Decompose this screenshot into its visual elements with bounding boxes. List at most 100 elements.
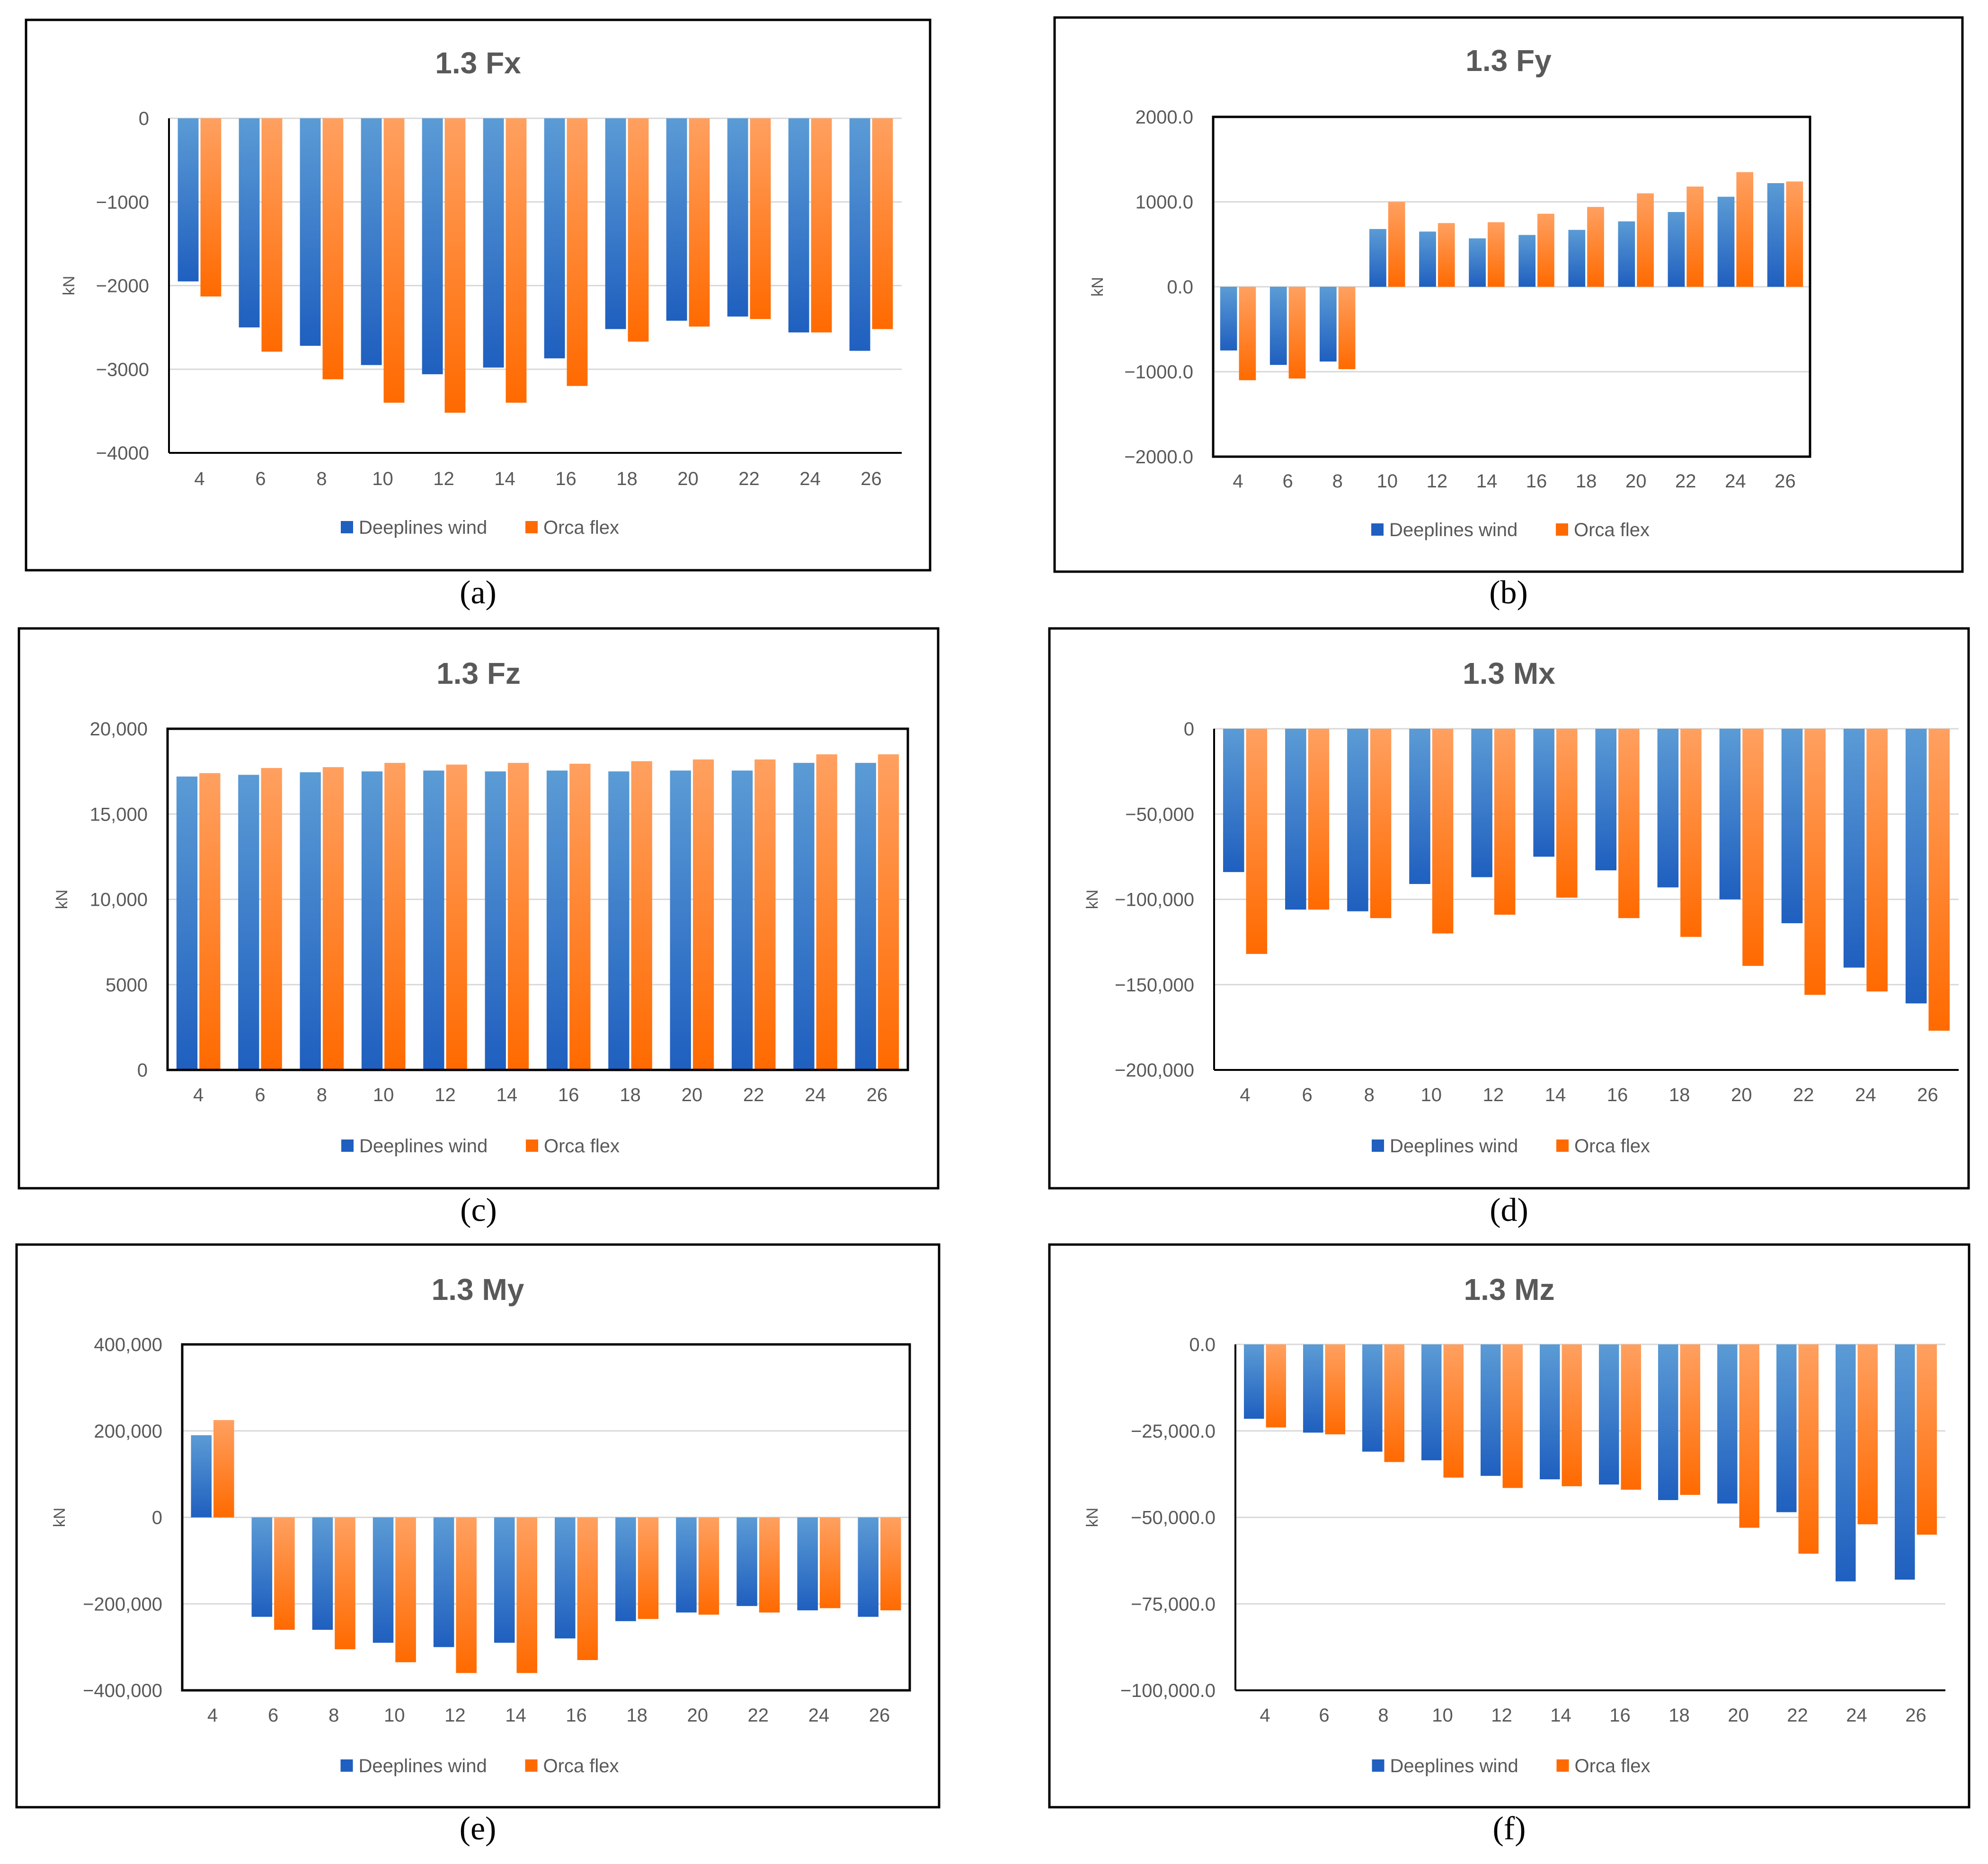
bar-deeplines-wind xyxy=(1220,287,1237,351)
bar-deeplines-wind xyxy=(1719,729,1741,900)
bar-orca-flex xyxy=(1866,729,1888,992)
bar-orca-flex xyxy=(872,118,893,329)
x-tick-label: 4 xyxy=(1260,1705,1270,1726)
legend-label-orca-flex: Orca flex xyxy=(544,1136,620,1157)
bar-deeplines-wind xyxy=(858,1517,879,1617)
bar-orca-flex xyxy=(628,118,649,342)
bar-orca-flex xyxy=(1384,1344,1404,1462)
legend-label-deeplines-wind: Deeplines wind xyxy=(359,517,487,538)
x-tick-label: 12 xyxy=(435,1085,456,1105)
panel-caption: (a) xyxy=(460,574,497,611)
y-tick-label: 10,000 xyxy=(90,890,148,910)
bar-deeplines-wind xyxy=(554,1517,576,1639)
y-tick-label: 0 xyxy=(152,1508,162,1528)
bar-orca-flex xyxy=(213,1420,234,1518)
bar-deeplines-wind xyxy=(1618,221,1635,287)
bar-orca-flex xyxy=(811,118,832,333)
panel-caption: (c) xyxy=(460,1192,497,1228)
bar-orca-flex xyxy=(1537,213,1554,287)
legend-label-deeplines-wind: Deeplines wind xyxy=(1389,520,1518,540)
x-tick-label: 26 xyxy=(867,1085,888,1105)
bar-deeplines-wind xyxy=(239,118,260,327)
chart-panel: 0 −1000 −2000 −3000 −4000 4 6 8 10 12 14 16 18 20 22 24… xyxy=(25,18,932,611)
bar-orca-flex xyxy=(1556,729,1578,898)
bar-orca-flex xyxy=(507,763,529,1070)
bar-orca-flex xyxy=(1246,729,1268,954)
panel-caption: (d) xyxy=(1490,1192,1528,1228)
chart-panel: 2000.0 1000.0 0.0 −1000.0 −2000.0 4 6 8 10 12 14 16… xyxy=(1053,16,1964,611)
plot-frame xyxy=(181,1343,911,1692)
y-tick-label: 200,000 xyxy=(94,1421,162,1442)
bar-deeplines-wind xyxy=(608,771,630,1070)
legend-swatch-orca-flex xyxy=(526,1140,538,1152)
y-tick-label: −50,000.0 xyxy=(1131,1508,1216,1528)
bar-orca-flex xyxy=(1637,193,1654,287)
legend: Deeplines wind Orca flex xyxy=(341,1136,620,1157)
bar-deeplines-wind xyxy=(1836,1344,1856,1581)
bar-deeplines-wind xyxy=(544,118,565,359)
y-tick-label: 0 xyxy=(1184,719,1194,740)
legend-swatch-deeplines-wind xyxy=(341,521,353,533)
legend-label-orca-flex: Orca flex xyxy=(1574,520,1650,540)
x-tick-label: 20 xyxy=(1728,1705,1749,1726)
bar-orca-flex xyxy=(1288,287,1306,379)
bar-orca-flex xyxy=(456,1517,477,1673)
bar-deeplines-wind xyxy=(849,118,870,351)
legend-label-orca-flex: Orca flex xyxy=(543,517,619,538)
x-tick-label: 16 xyxy=(1607,1085,1628,1105)
y-tick-label: −100,000.0 xyxy=(1120,1680,1216,1701)
bar-orca-flex xyxy=(261,768,282,1070)
bar-deeplines-wind xyxy=(605,118,626,329)
x-tick-label: 16 xyxy=(566,1705,587,1726)
bar-orca-flex xyxy=(1928,729,1950,1031)
legend-swatch-deeplines-wind xyxy=(341,1140,354,1152)
legend-label-deeplines-wind: Deeplines wind xyxy=(1390,1136,1518,1157)
bar-deeplines-wind xyxy=(361,771,383,1070)
bar-orca-flex xyxy=(506,118,527,403)
bar-orca-flex xyxy=(1266,1344,1286,1428)
x-tick-label: 16 xyxy=(1609,1705,1631,1726)
bar-deeplines-wind xyxy=(1369,229,1386,287)
chart-title: 1.3 Fy xyxy=(1465,44,1552,78)
bar-deeplines-wind xyxy=(788,118,809,333)
x-tick-label: 14 xyxy=(497,1085,518,1105)
bar-deeplines-wind xyxy=(312,1517,333,1630)
bar-orca-flex xyxy=(1370,729,1392,919)
x-tick-label: 12 xyxy=(1483,1085,1504,1105)
x-tick-label: 22 xyxy=(738,468,760,489)
legend-label-deeplines-wind: Deeplines wind xyxy=(359,1136,488,1157)
x-tick-label: 8 xyxy=(328,1705,339,1726)
bar-orca-flex xyxy=(1804,729,1826,995)
x-tick-label: 26 xyxy=(1905,1705,1926,1726)
x-tick-label: 4 xyxy=(193,1085,204,1105)
bar-deeplines-wind xyxy=(1776,1344,1797,1512)
bar-deeplines-wind xyxy=(176,776,198,1070)
chart-panel: 20,000 15,000 10,000 5000 0 4 6 8 10 12 14 16 18 20 22… xyxy=(18,627,940,1228)
x-tick-label: 14 xyxy=(505,1705,526,1726)
x-tick-label: 12 xyxy=(1491,1705,1512,1726)
x-tick-label: 4 xyxy=(1233,471,1243,492)
panel-frame xyxy=(15,1243,941,1809)
y-tick-label: −3000 xyxy=(96,359,149,380)
bar-deeplines-wind xyxy=(251,1517,273,1617)
bar-deeplines-wind xyxy=(737,1517,757,1606)
x-tick-label: 14 xyxy=(1476,471,1498,492)
bar-deeplines-wind xyxy=(1347,729,1368,911)
legend-swatch-orca-flex xyxy=(1556,523,1568,536)
x-tick-label: 22 xyxy=(748,1705,769,1726)
bar-orca-flex xyxy=(200,118,222,297)
bar-orca-flex xyxy=(516,1517,538,1673)
legend-swatch-orca-flex xyxy=(1556,1140,1569,1152)
bar-deeplines-wind xyxy=(1668,212,1685,287)
legend-swatch-orca-flex xyxy=(1556,1759,1569,1772)
y-tick-label: −75,000.0 xyxy=(1131,1594,1216,1615)
bar-orca-flex xyxy=(322,767,344,1070)
chart-title: 1.3 My xyxy=(432,1272,524,1307)
legend-swatch-deeplines-wind xyxy=(340,1759,353,1772)
x-tick-label: 12 xyxy=(433,468,454,489)
bar-deeplines-wind xyxy=(1409,729,1430,884)
x-tick-label: 22 xyxy=(743,1085,764,1105)
y-tick-label: −25,000.0 xyxy=(1131,1421,1216,1442)
y-axis-label: kN xyxy=(1083,1508,1101,1528)
